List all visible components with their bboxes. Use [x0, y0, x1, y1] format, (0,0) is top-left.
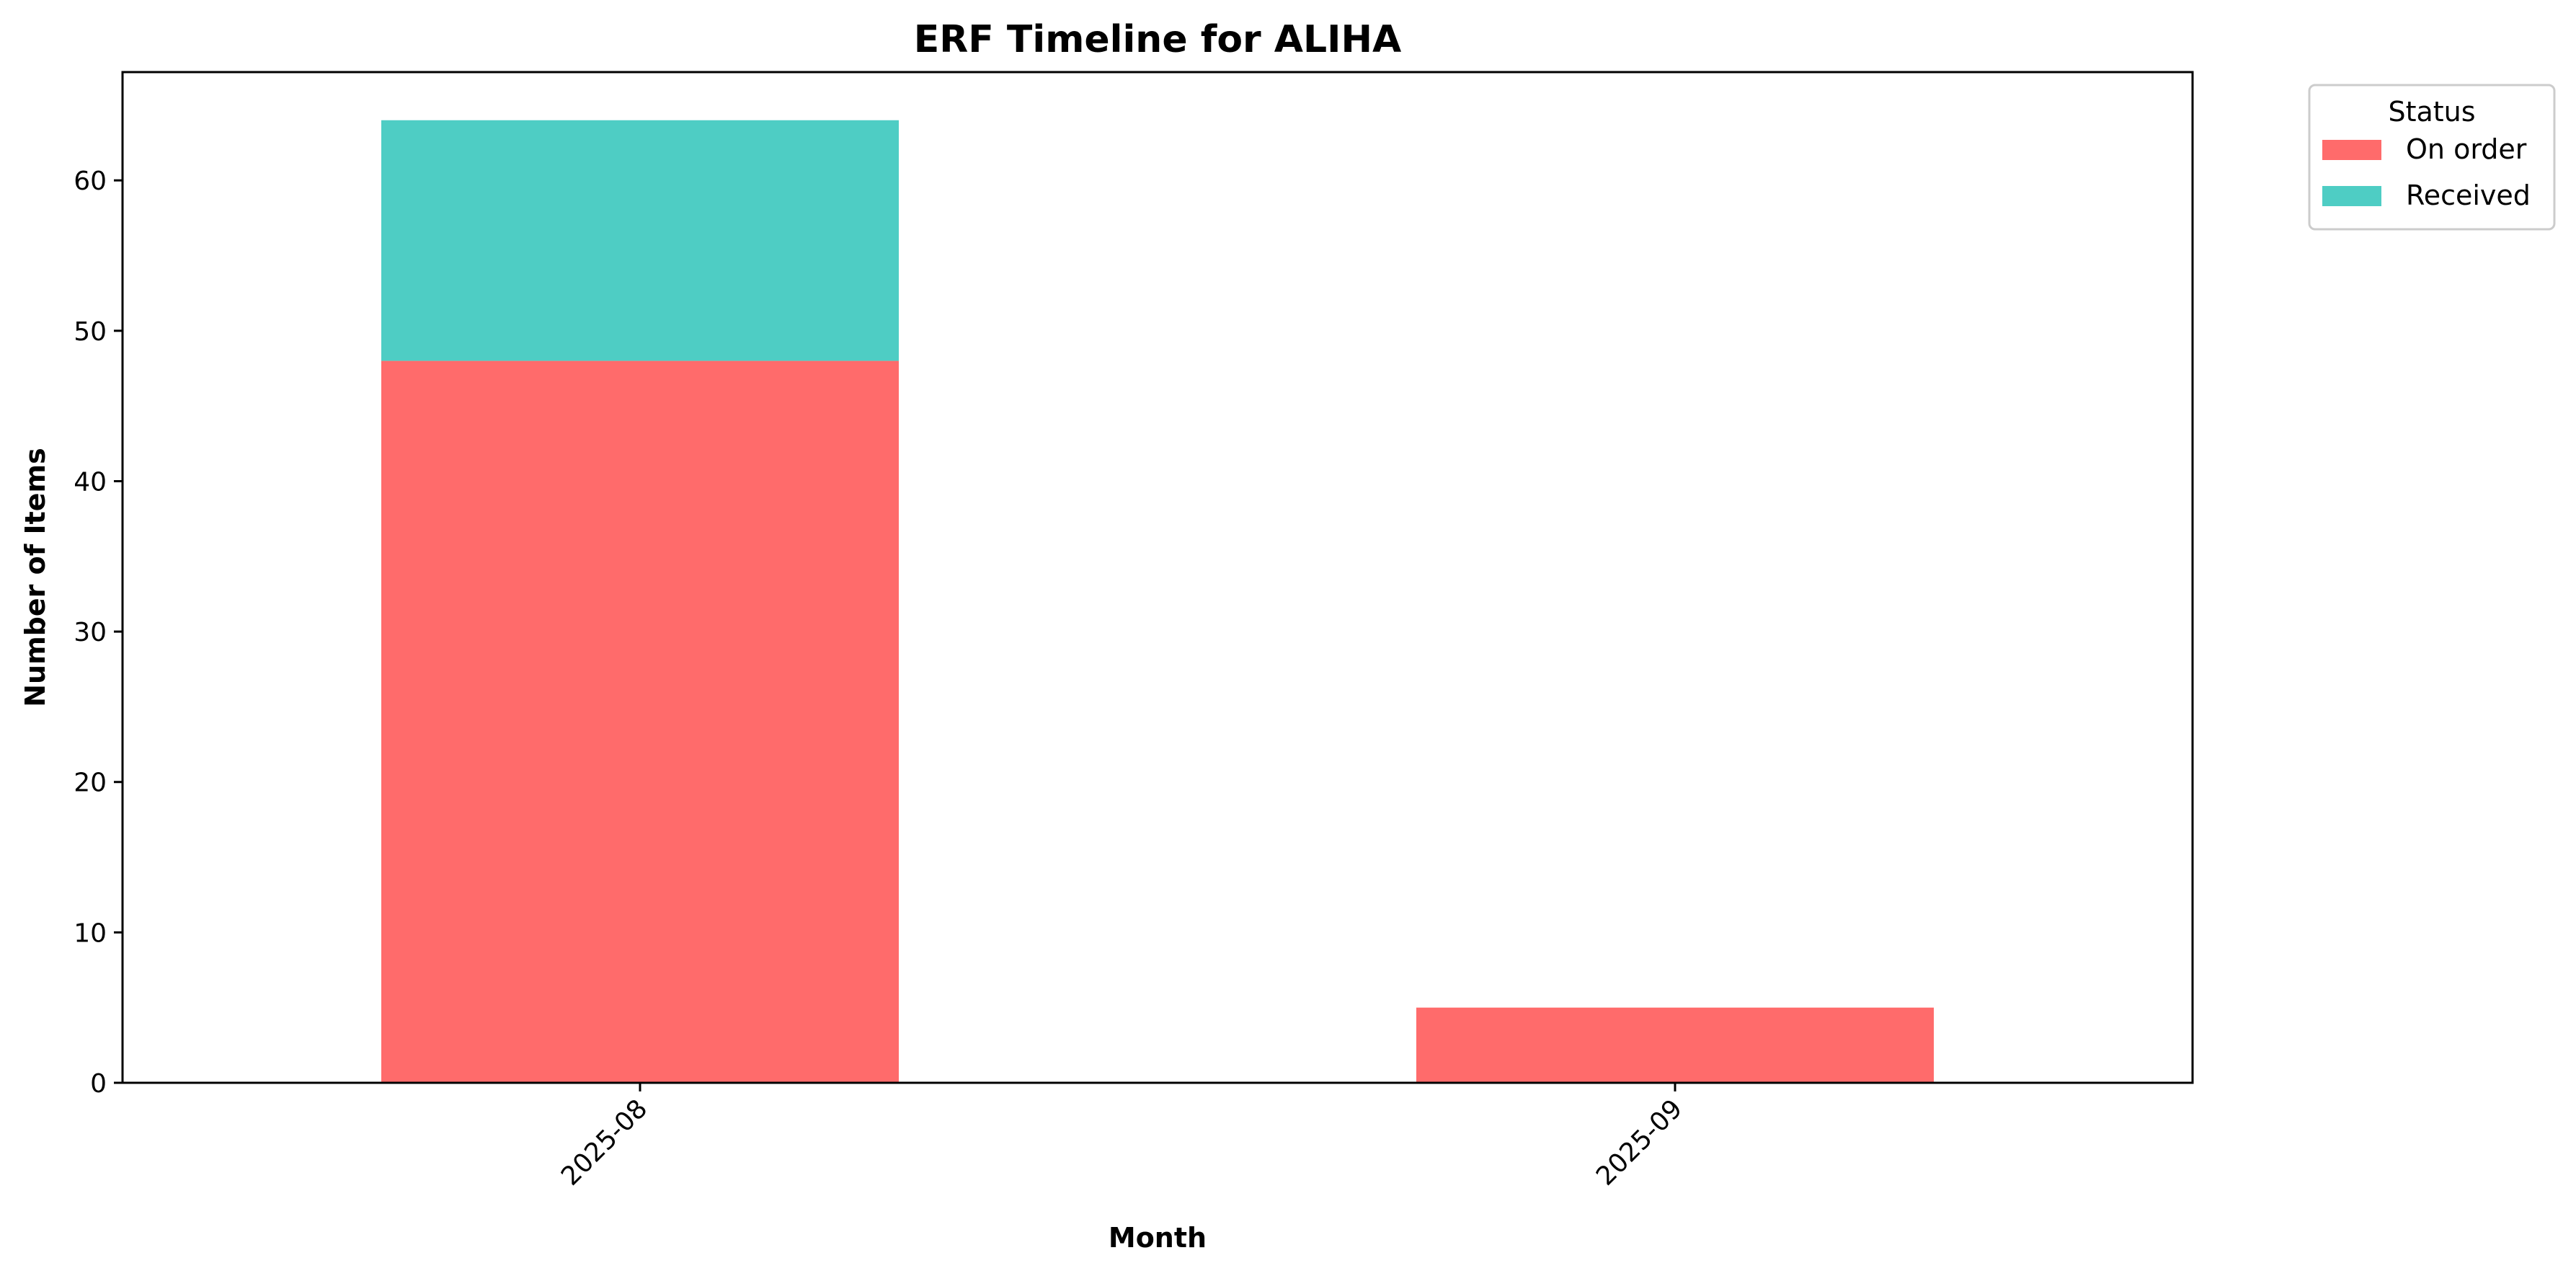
y-tick-label: 40	[74, 467, 107, 497]
legend-swatch	[2322, 186, 2381, 206]
legend-title: Status	[2388, 96, 2475, 128]
x-tick-label: 2025-08	[556, 1094, 653, 1191]
y-tick-label: 20	[74, 768, 107, 798]
legend: Status On order Received	[2308, 84, 2556, 231]
y-tick-label: 50	[74, 317, 107, 347]
y-tick-label: 0	[90, 1069, 107, 1099]
bar-on-order-2025-09	[1416, 1007, 1934, 1083]
x-axis-label: Month	[1109, 1222, 1207, 1254]
y-axis-label: Number of Items	[19, 448, 51, 707]
y-axis: 0 10 20 30 40 50 60	[74, 167, 123, 1099]
legend-label: Received	[2406, 180, 2531, 211]
y-tick-label: 60	[74, 167, 107, 196]
bars-layer	[381, 120, 1934, 1084]
y-tick-label: 30	[74, 618, 107, 647]
x-tick-label: 2025-09	[1591, 1094, 1688, 1191]
chart-title: ERF Timeline for ALIHA	[914, 18, 1402, 61]
bar-received-2025-08	[381, 120, 899, 361]
legend-label: On order	[2406, 133, 2527, 165]
legend-swatch	[2322, 140, 2381, 160]
plot-frame	[121, 71, 2194, 1084]
y-tick-label: 10	[74, 918, 107, 948]
bar-on-order-2025-08	[381, 360, 899, 1084]
x-axis: 2025-08 2025-09	[556, 1083, 1688, 1192]
